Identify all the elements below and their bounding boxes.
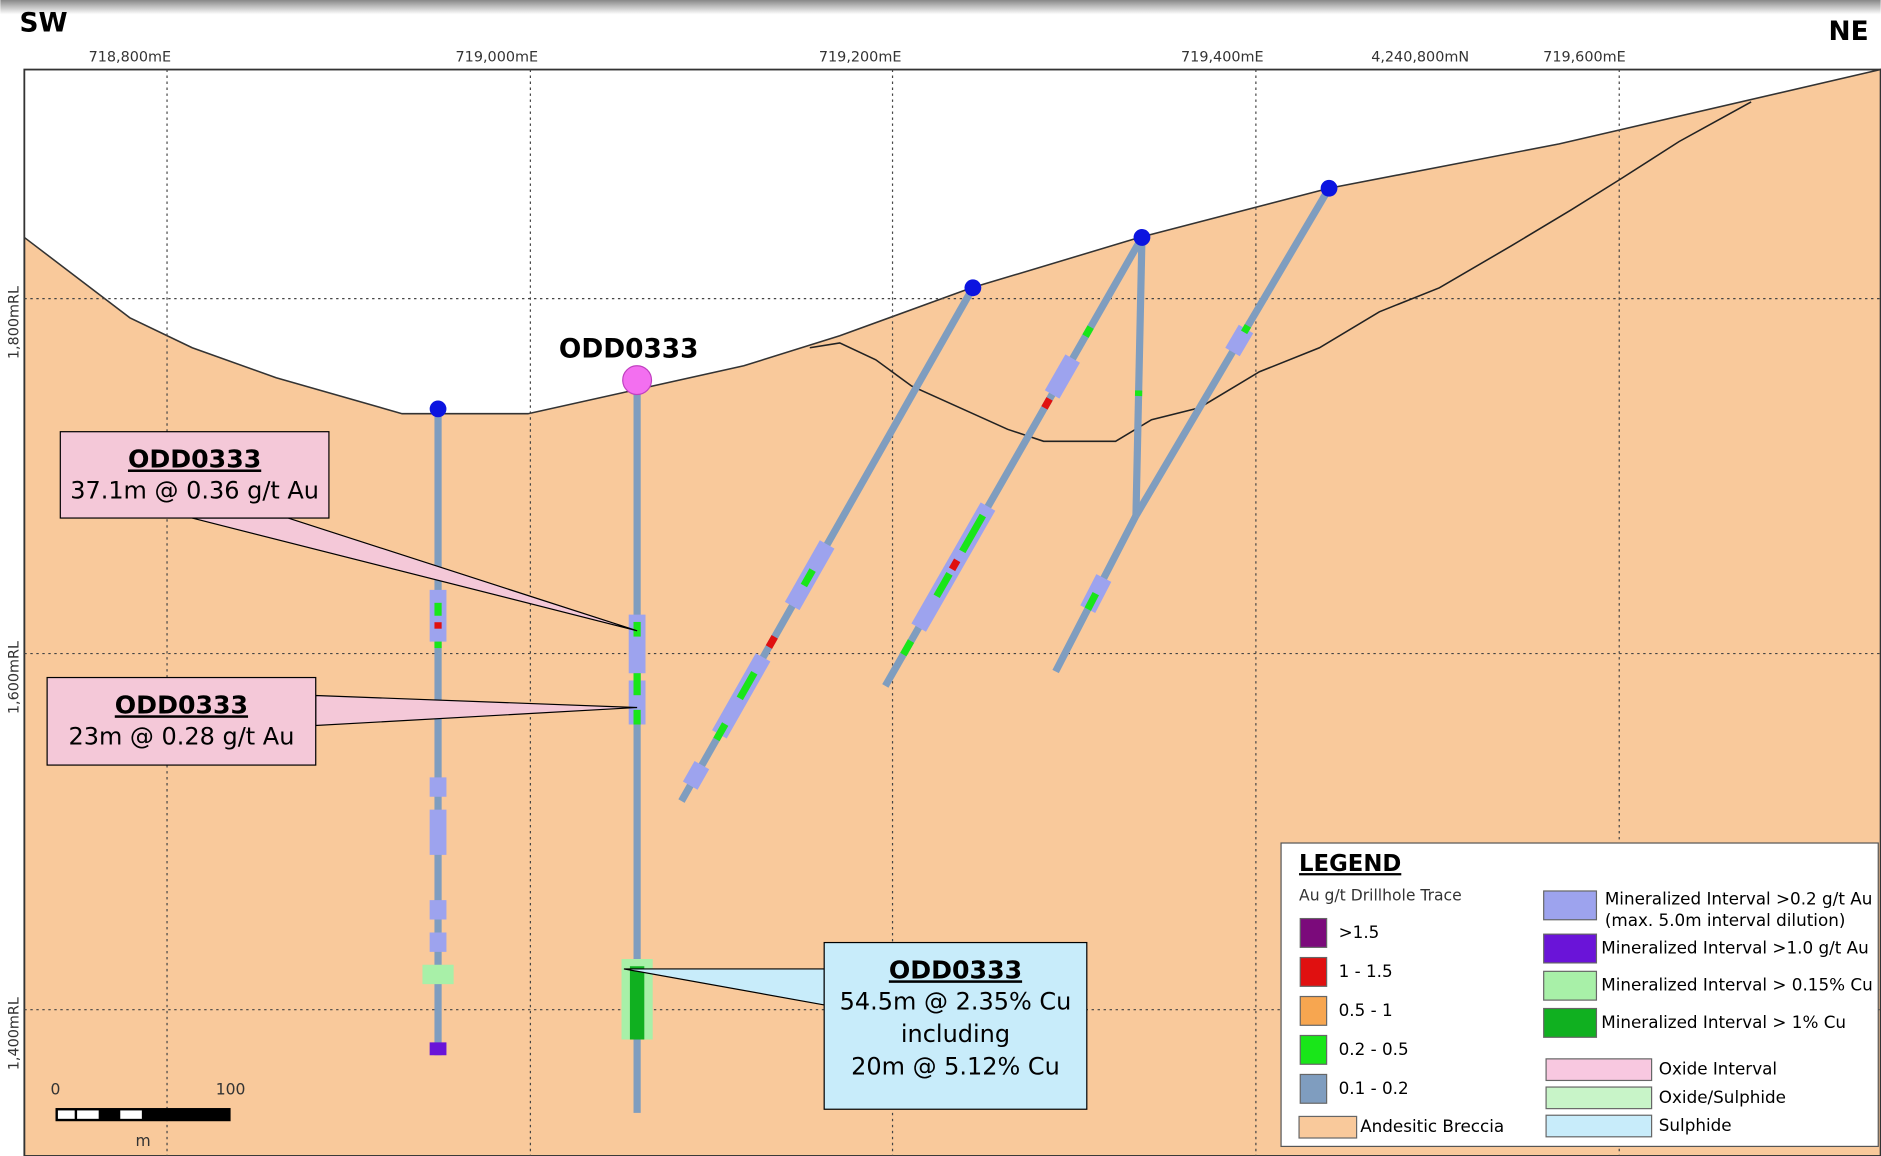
collar xyxy=(429,400,447,418)
assay-interval xyxy=(1041,397,1053,410)
legend-label: Mineralized Interval >0.2 g/t Au xyxy=(1605,888,1873,908)
legend-swatch xyxy=(1543,890,1598,921)
easting-label: 719,400mE xyxy=(1181,50,1264,66)
legend-label: Mineralized Interval > 1% Cu xyxy=(1601,1012,1846,1032)
legend-label: Mineralized Interval >1.0 g/t Au xyxy=(1601,938,1868,958)
assay-interval xyxy=(765,635,778,649)
collar xyxy=(1133,229,1151,246)
rl-label: 1,800mRL xyxy=(7,286,23,359)
legend-swatch xyxy=(1543,1007,1598,1038)
rl-label: 1,600mRL xyxy=(7,641,23,714)
orientation-label: NE xyxy=(1829,17,1869,47)
assay-interval xyxy=(713,722,729,742)
legend-swatch xyxy=(1298,1115,1358,1139)
legend-swatch xyxy=(1543,933,1598,964)
easting-label: 719,200mE xyxy=(819,50,902,66)
callout-box xyxy=(823,941,1088,1110)
assay-interval xyxy=(1082,325,1094,338)
hole-label: ODD0333 xyxy=(559,335,699,365)
assay-interval xyxy=(1084,591,1099,611)
legend-swatch xyxy=(1545,1086,1653,1110)
assay-interval xyxy=(900,639,915,657)
legend-heading: Au g/t Drillhole Trace xyxy=(1299,886,1462,904)
scale-unit: m xyxy=(135,1132,150,1150)
collar-highlight xyxy=(622,365,653,396)
callout-text: 54.5m @ 2.35% Cu xyxy=(840,988,1072,1016)
legend-title: LEGEND xyxy=(1299,851,1401,877)
legend-label: 0.2 - 0.5 xyxy=(1339,1039,1409,1059)
callout-box xyxy=(46,676,317,766)
callout-text: including xyxy=(901,1020,1010,1048)
legend-label: (max. 5.0m interval dilution) xyxy=(1605,910,1846,930)
easting-label: 718,800mE xyxy=(89,50,172,66)
scale-bar-block xyxy=(120,1110,142,1119)
assay-interval xyxy=(959,513,986,554)
assay-interval xyxy=(1240,323,1252,335)
legend-label: >1.5 xyxy=(1339,922,1380,942)
callout-text: 23m @ 0.28 g/t Au xyxy=(68,722,294,750)
collar xyxy=(964,279,982,297)
legend-label: Oxide Interval xyxy=(1659,1059,1777,1079)
legend-swatch xyxy=(1299,1034,1328,1065)
assay-interval xyxy=(933,572,953,599)
legend-label: Mineralized Interval > 0.15% Cu xyxy=(1601,975,1872,995)
callout-title: ODD0333 xyxy=(115,690,248,719)
orientation-label: SW xyxy=(20,8,68,38)
legend-swatch xyxy=(1543,970,1598,1001)
collar xyxy=(1320,179,1338,197)
scale-bar xyxy=(55,1108,231,1122)
legend-swatch xyxy=(1299,995,1328,1026)
easting-label: 719,600mE xyxy=(1543,50,1626,66)
assay-interval xyxy=(948,558,961,572)
legend-swatch xyxy=(1299,956,1328,987)
easting-label: 4,240,800mN xyxy=(1371,50,1469,66)
legend-swatch xyxy=(1299,1073,1328,1104)
assay-interval xyxy=(1225,324,1254,357)
legend-swatch xyxy=(1545,1114,1653,1138)
header-bar xyxy=(0,0,1881,15)
callout-title: ODD0333 xyxy=(889,955,1022,984)
callout-text: 20m @ 5.12% Cu xyxy=(851,1052,1060,1080)
assay-interval xyxy=(800,568,816,588)
scale-label: 0 xyxy=(51,1081,61,1099)
legend-label: 0.1 - 0.2 xyxy=(1339,1078,1409,1098)
legend-label: Oxide/Sulphide xyxy=(1659,1087,1786,1107)
scale-bar-block xyxy=(77,1110,99,1119)
scale-bar-block xyxy=(57,1110,75,1119)
legend-label: Sulphide xyxy=(1659,1115,1732,1135)
assay-interval xyxy=(682,760,710,790)
callout-text: 37.1m @ 0.36 g/t Au xyxy=(70,477,319,505)
legend-swatch xyxy=(1545,1058,1653,1082)
easting-label: 719,000mE xyxy=(456,50,539,66)
legend-label: 0.5 - 1 xyxy=(1339,1000,1393,1020)
callout-title: ODD0333 xyxy=(128,444,261,473)
legend-label: 1 - 1.5 xyxy=(1339,961,1393,981)
drillhole xyxy=(1132,237,1146,516)
legend-label: Andesitic Breccia xyxy=(1360,1116,1504,1136)
legend-swatch xyxy=(1299,917,1328,948)
scale-label: 100 xyxy=(216,1081,246,1099)
rl-label: 1,400mRL xyxy=(7,997,23,1070)
callout-box xyxy=(59,431,330,519)
assay-interval xyxy=(736,670,758,701)
assay-interval xyxy=(1044,354,1080,399)
